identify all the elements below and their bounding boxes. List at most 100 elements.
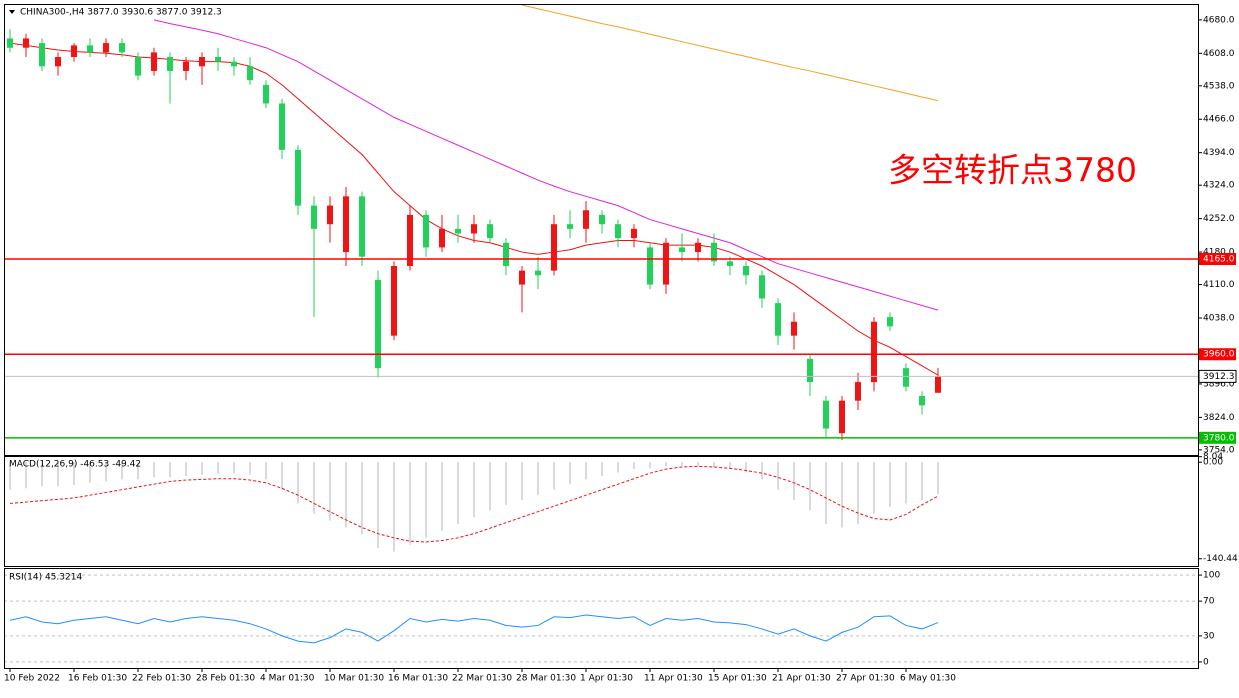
macd-bar xyxy=(441,462,443,531)
y-tick-label: 30 xyxy=(1203,631,1215,641)
macd-bar xyxy=(9,462,11,490)
candle-body xyxy=(487,224,493,239)
indicator-line xyxy=(153,19,939,311)
level-label: 3960.0 xyxy=(1203,350,1235,360)
macd-panel xyxy=(9,462,939,552)
candle-body xyxy=(743,265,749,276)
candle-body xyxy=(919,396,925,406)
macd-bar xyxy=(361,462,363,535)
macd-bar xyxy=(137,462,139,480)
level-box xyxy=(1199,431,1236,444)
macd-bar xyxy=(761,462,763,480)
candle-body xyxy=(7,38,13,48)
macd-bar xyxy=(537,462,539,496)
macd-bar xyxy=(153,462,155,478)
candle-body xyxy=(279,103,285,150)
macd-bar xyxy=(825,462,827,525)
candle-body xyxy=(375,279,381,369)
indicator-line xyxy=(9,465,939,543)
x-tick-label: 28 Feb 01:30 xyxy=(196,674,255,684)
macd-bar xyxy=(745,462,747,473)
macd-bar xyxy=(73,462,75,485)
macd-bar xyxy=(921,462,923,500)
macd-bar xyxy=(681,462,683,466)
x-tick-label: 22 Mar 01:30 xyxy=(452,674,512,684)
candle-body xyxy=(439,228,445,248)
rsi-header: RSI(14) 45.3214 xyxy=(9,573,82,583)
x-tick-label: 27 Apr 01:30 xyxy=(836,674,895,684)
candle-body xyxy=(855,382,861,401)
candle-body xyxy=(55,57,61,67)
macd-bar xyxy=(729,462,731,470)
macd-bar xyxy=(57,462,59,487)
candle-body xyxy=(327,205,333,225)
candle-body xyxy=(471,224,477,234)
macd-bar xyxy=(281,462,283,490)
level-box xyxy=(1199,348,1236,361)
y-tick-label: 4252.0 xyxy=(1203,214,1235,224)
candle-body xyxy=(455,228,461,234)
candle-body xyxy=(631,228,637,239)
rsi-frame xyxy=(4,568,1199,669)
candle-body xyxy=(135,57,141,76)
y-tick-label: 4680.0 xyxy=(1203,15,1235,25)
candle-body xyxy=(71,45,77,58)
candle-body xyxy=(39,43,45,67)
candle-body xyxy=(151,52,157,71)
candle-body xyxy=(871,321,877,383)
macd-bar xyxy=(793,462,795,500)
y-tick-label: 3824.0 xyxy=(1203,413,1235,423)
candle-body xyxy=(887,317,893,327)
candle-body xyxy=(775,303,781,336)
candle-body xyxy=(615,224,621,239)
y-tick-label: 4394.0 xyxy=(1203,148,1235,158)
macd-bar xyxy=(553,462,555,490)
level-box xyxy=(1199,253,1236,266)
candle-body xyxy=(343,196,349,253)
macd-bar xyxy=(889,462,891,507)
candle-body xyxy=(247,66,253,81)
macd-bar xyxy=(713,462,715,468)
macd-bar xyxy=(473,462,475,518)
candle-body xyxy=(119,43,125,53)
candle-body xyxy=(183,61,189,71)
candle-body xyxy=(759,275,765,299)
y-tick-label: 4324.0 xyxy=(1203,181,1235,191)
y-tick-label: 0 xyxy=(1203,657,1209,667)
macd-bar xyxy=(233,462,235,474)
y-tick-label: 4538.0 xyxy=(1203,81,1235,91)
macd-bar xyxy=(489,462,491,511)
level-label: 4165.0 xyxy=(1203,255,1235,265)
candle-body xyxy=(647,247,653,285)
macd-bar xyxy=(649,462,651,468)
macd-bar xyxy=(169,462,171,478)
menu-triangle[interactable] xyxy=(9,10,15,14)
y-tick-label: 3896.0 xyxy=(1203,379,1235,389)
macd-bar xyxy=(105,462,107,482)
candle-body xyxy=(599,214,605,225)
y-tick-label: 4180.0 xyxy=(1203,248,1235,258)
macd-bar xyxy=(873,462,875,514)
x-tick-label: 1 Apr 01:30 xyxy=(580,674,633,684)
candle-body xyxy=(407,214,413,266)
macd-bar xyxy=(617,462,619,473)
indicator-line xyxy=(521,5,939,102)
indicator-line xyxy=(9,614,939,644)
candle-body xyxy=(839,400,845,434)
macd-bar xyxy=(217,462,219,474)
candle-body xyxy=(551,224,557,271)
macd-bar xyxy=(377,462,379,549)
x-tick-label: 10 Mar 01:30 xyxy=(324,674,384,684)
macd-bar xyxy=(633,462,635,470)
macd-bar xyxy=(121,462,123,480)
candle-body xyxy=(695,242,701,253)
candle-body xyxy=(679,247,685,253)
candle-body xyxy=(199,57,205,67)
candle-body xyxy=(823,400,829,429)
macd-bar xyxy=(569,462,571,485)
candle-body xyxy=(167,57,173,71)
candle-body xyxy=(311,205,317,229)
candle-body xyxy=(807,358,813,383)
y-tick-label: 4038.0 xyxy=(1203,314,1235,324)
macd-bar xyxy=(937,462,939,495)
